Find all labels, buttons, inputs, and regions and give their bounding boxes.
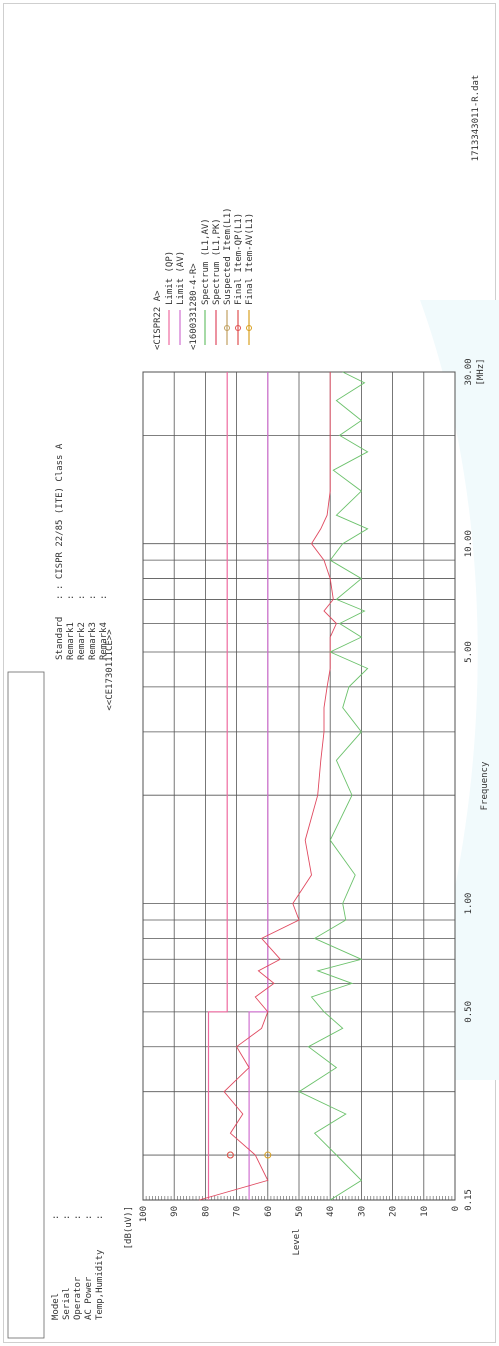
series-line: [298, 371, 369, 1201]
standard-value: : CISPR 22/85 (ITE) Class A: [55, 443, 65, 590]
info-colon: :: [51, 1215, 61, 1220]
y-tick-label: 80: [201, 1206, 211, 1217]
series-line: [199, 372, 337, 1201]
y-tick-label: 50: [295, 1206, 305, 1217]
remark-label: Remark2: [77, 622, 87, 660]
info-colon: :: [62, 1215, 72, 1220]
x-tick-label: 1.00: [464, 893, 474, 915]
info-colon: :: [73, 1215, 83, 1220]
info-label: Model: [51, 1293, 61, 1320]
data-marker: [226, 1151, 234, 1159]
legend-item: Final Item-QP(L1): [234, 213, 244, 305]
legend-item: Limit (QP): [165, 251, 175, 305]
y-tick-label: 100: [139, 1206, 149, 1222]
x-tick-label: 0.50: [464, 1001, 474, 1023]
remark-colon: :: [99, 595, 109, 600]
y-tick-label: 40: [326, 1206, 336, 1217]
x-tick-label: 5.00: [464, 641, 474, 663]
legend-item: Spectrum (L1,AV): [201, 218, 211, 305]
x-tick-label: 0.15: [464, 1189, 474, 1211]
y-tick-label: 10: [420, 1206, 430, 1217]
info-label: Serial: [62, 1287, 72, 1320]
info-label: AC Power: [84, 1276, 94, 1320]
series-line: [248, 372, 269, 1200]
legend-group-title: <CISPR22 A>: [153, 290, 163, 350]
y-tick-label: 60: [264, 1206, 274, 1217]
legend-marker: [246, 325, 252, 331]
legend-item: Limit (AV): [176, 251, 186, 305]
legend-item: Suspected Item(L1): [223, 207, 233, 305]
legend-item: Final Item-AV(L1): [245, 213, 255, 305]
y-tick-label: 70: [233, 1206, 243, 1217]
document-id: <<CE1730111CE>>: [105, 629, 115, 711]
legend-marker: [235, 325, 241, 331]
info-colon: :: [95, 1215, 105, 1220]
legend-item: Spectrum (L1,PK): [212, 218, 222, 305]
y-axis-unit: [dB(uV)]: [124, 1206, 134, 1249]
remark-label: Remark1: [66, 622, 76, 660]
x-tick-label: 30.00: [464, 358, 474, 385]
y-tick-label: 20: [389, 1206, 399, 1217]
remark-colon: :: [55, 595, 65, 600]
legend-measure-title: <1600331280-4-R>: [189, 263, 199, 350]
x-axis-unit: [MHz]: [476, 358, 486, 385]
legend-marker: [224, 325, 230, 331]
info-frame: [7, 671, 45, 1339]
y-tick-label: 90: [170, 1206, 180, 1217]
x-axis-title: Frequency: [480, 761, 490, 810]
data-marker: [264, 1151, 272, 1159]
remark-colon: :: [77, 595, 87, 600]
background-watermark: [400, 300, 499, 1080]
info-label: Temp,Humidity: [95, 1249, 105, 1320]
remark-colon: :: [88, 595, 98, 600]
remark-label: Remark3: [88, 622, 98, 660]
remark-label: Remark4: [99, 622, 109, 660]
y-tick-label: 30: [357, 1206, 367, 1217]
y-axis-title: Level: [292, 1228, 302, 1255]
remark-label: Standard: [55, 617, 65, 660]
x-tick-label: 10.00: [464, 530, 474, 557]
info-colon: :: [84, 1215, 94, 1220]
y-tick-label: 0: [451, 1206, 461, 1211]
series-line: [207, 372, 228, 1200]
info-label: Operator: [73, 1276, 83, 1320]
remark-colon: :: [66, 595, 76, 600]
file-name: 1713343011-R.dat: [471, 75, 481, 162]
